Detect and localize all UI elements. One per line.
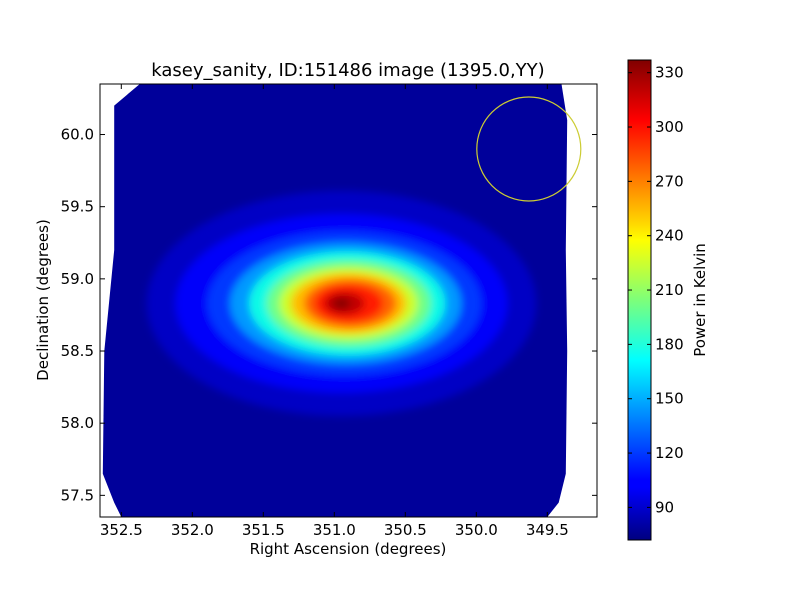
- y-axis-label: Declination (degrees): [34, 219, 52, 381]
- x-tick-label: 351.0: [313, 521, 356, 539]
- y-tick-label: 59.0: [61, 270, 94, 288]
- colorbar-tick-label: 180: [655, 335, 684, 353]
- y-tick-label: 58.0: [61, 414, 94, 432]
- x-tick-label: 351.5: [242, 521, 285, 539]
- colorbar-tick-label: 240: [655, 227, 684, 245]
- colorbar: 90 120 150 180 210 240 270 300 330 Power in Kelv…: [627, 59, 709, 541]
- colorbar-tick-label: 120: [655, 444, 684, 462]
- colorbar-tick-label: 270: [655, 172, 684, 190]
- source-emission: [146, 190, 537, 416]
- colorbar-ticks: 90 120 150 180 210 240 270 300 330: [628, 64, 684, 516]
- y-tick-label: 59.5: [61, 198, 94, 216]
- y-tick-label: 57.5: [61, 486, 94, 504]
- colorbar-tick-label: 150: [655, 390, 684, 408]
- plot-frame: [99, 83, 598, 518]
- colorbar-label: Power in Kelvin: [691, 243, 709, 357]
- chart-title: kasey_sanity, ID:151486 image (1395.0,YY…: [151, 60, 544, 81]
- colorbar-tick-label: 90: [655, 498, 674, 516]
- x-tick-label: 350.5: [384, 521, 427, 539]
- x-tick-label: 350.0: [455, 521, 498, 539]
- x-axis: 352.5 352.0 351.5 351.0 350.5 350.0 349.5: [100, 84, 569, 539]
- x-tick-label: 352.5: [100, 521, 143, 539]
- x-tick-label: 352.0: [171, 521, 214, 539]
- y-tick-label: 58.5: [61, 342, 94, 360]
- annotation-circle: [476, 96, 582, 202]
- x-axis-label: Right Ascension (degrees): [250, 540, 447, 558]
- colorbar-tick-label: 300: [655, 118, 684, 136]
- colorbar-frame: [627, 59, 652, 541]
- colorbar-tick-label: 330: [655, 64, 684, 82]
- emission-contour: [332, 297, 351, 310]
- heatmap-area: [100, 84, 597, 517]
- colorbar-gradient: [628, 60, 651, 540]
- colorbar-tick-label: 210: [655, 281, 684, 299]
- heatmap-image: [102, 84, 568, 517]
- y-axis: 57.5 58.0 58.5 59.0 59.5 60.0: [61, 126, 597, 504]
- y-tick-label: 60.0: [61, 126, 94, 144]
- x-tick-label: 349.5: [526, 521, 569, 539]
